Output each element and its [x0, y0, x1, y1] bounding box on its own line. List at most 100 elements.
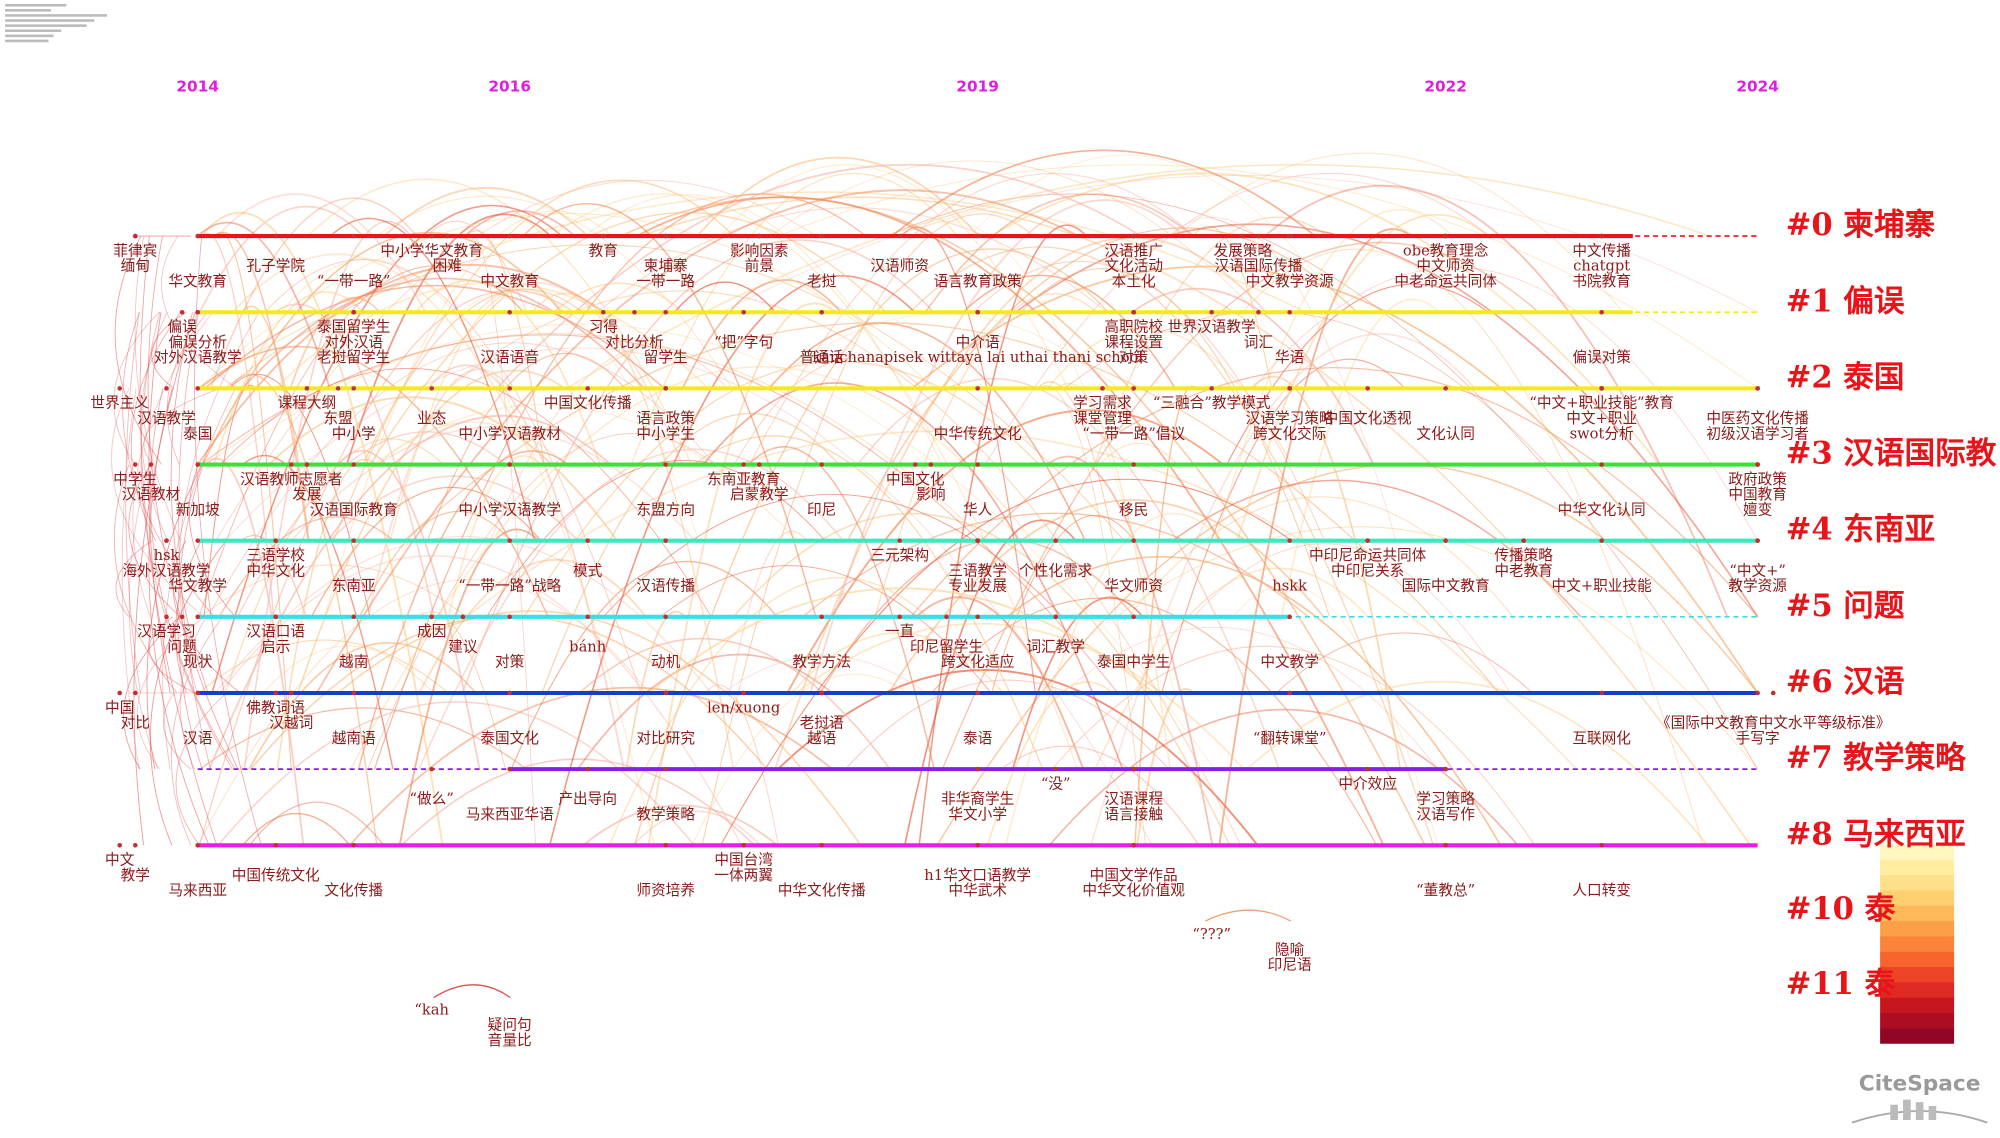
keyword-node	[273, 538, 278, 543]
link	[146, 464, 203, 770]
link	[148, 616, 196, 694]
link	[197, 579, 650, 846]
keyword-node	[1256, 309, 1261, 315]
keyword: 汉语学习	[137, 623, 196, 640]
keyword: 词汇教学	[1026, 638, 1085, 655]
keyword: 印尼语	[1268, 957, 1312, 974]
keyword: 华文教学	[168, 578, 227, 595]
link	[648, 587, 1155, 694]
keyword-node	[585, 538, 590, 543]
info-block	[5, 3, 108, 43]
link	[660, 565, 992, 694]
link	[918, 224, 1087, 846]
keyword-node	[1131, 309, 1136, 315]
keyword: 泰国留学生	[317, 319, 390, 336]
link	[891, 149, 1316, 237]
cluster-label: #2 泰国	[1786, 359, 1905, 395]
keyword: h1华文口语教学	[924, 867, 1031, 884]
link	[1232, 584, 1439, 846]
link	[149, 540, 227, 846]
keyword: 教学	[121, 867, 150, 884]
info-line	[5, 29, 62, 33]
keyword-node	[741, 462, 746, 467]
keyword-node	[1240, 233, 1246, 239]
link	[1193, 543, 1511, 694]
keyword: 老挝	[807, 273, 837, 290]
link	[128, 464, 181, 618]
link	[400, 758, 755, 846]
keyword: 语言教育政策	[934, 273, 1022, 290]
link	[280, 258, 655, 846]
keyword-node	[663, 842, 668, 848]
link	[1051, 645, 1536, 846]
keyword: 对策	[1119, 349, 1149, 366]
link	[496, 164, 1142, 389]
keyword: 启示	[261, 638, 290, 655]
link	[139, 236, 218, 846]
legend-step	[1880, 844, 1955, 861]
link	[924, 193, 1194, 313]
link	[228, 373, 378, 846]
legend-step	[1880, 966, 1955, 983]
legend-step	[1880, 982, 1955, 998]
keyword-node	[507, 462, 512, 467]
link	[274, 281, 709, 390]
keyword-node	[133, 842, 138, 848]
keyword-node	[133, 690, 138, 696]
keyword: 影响因素	[730, 242, 789, 259]
cluster-label: #8 马来西亚	[1786, 816, 1966, 852]
keyword-node	[1131, 614, 1136, 620]
keyword-node	[195, 233, 200, 239]
keyword: “翻转课堂”	[1253, 730, 1327, 747]
keyword: 中文教育	[480, 273, 539, 290]
keyword: 偏误分析	[168, 334, 227, 351]
keyword-node	[1755, 462, 1760, 467]
keyword-node	[195, 309, 200, 315]
link	[719, 164, 1069, 389]
keyword: 中小学	[332, 425, 376, 442]
keyword-node	[1443, 538, 1448, 543]
link	[224, 438, 444, 694]
link	[887, 499, 1325, 694]
keyword: 中文传播	[1572, 242, 1631, 259]
keyword-node	[351, 386, 356, 391]
keyword: 课程设置	[1104, 334, 1163, 351]
link	[551, 193, 1079, 770]
keyword: 中华传统文化	[934, 425, 1022, 442]
keyword: 专业发展	[948, 578, 1007, 595]
keyword: 东盟	[323, 410, 352, 427]
keyword: 影响	[916, 486, 945, 503]
keyword: 偏误对策	[1572, 349, 1631, 366]
keyword: 学习需求	[1073, 395, 1132, 412]
link	[418, 448, 844, 770]
link	[217, 701, 695, 846]
keyword: 对比分析	[605, 334, 664, 351]
link	[237, 431, 507, 618]
link	[973, 261, 1326, 541]
keyword: 留学生	[644, 349, 688, 366]
keyword-node	[289, 462, 294, 467]
keyword: 汉语传播	[636, 578, 695, 595]
link	[768, 322, 1086, 542]
keyword-node	[897, 538, 902, 543]
keyword: 中国文学作品	[1090, 867, 1178, 884]
year-label: 2024	[1736, 77, 1779, 95]
link	[910, 220, 1175, 694]
link	[398, 528, 540, 846]
keyword-node	[133, 233, 138, 239]
keyword-node	[1443, 386, 1448, 391]
link	[151, 311, 187, 389]
link	[777, 669, 1259, 846]
link	[222, 323, 1216, 770]
keyword: 政府政策	[1728, 471, 1787, 488]
keyword: 跨文化适应	[941, 653, 1014, 671]
link	[179, 616, 207, 770]
keyword: 三语教学	[948, 562, 1007, 579]
link	[427, 364, 625, 770]
link	[673, 281, 776, 313]
keyword: 汉语国际传播	[1214, 258, 1302, 275]
logo: CiteSpace	[1851, 1071, 1988, 1124]
color-legend	[1880, 844, 1955, 1044]
keyword: 中印尼关系	[1331, 562, 1404, 579]
